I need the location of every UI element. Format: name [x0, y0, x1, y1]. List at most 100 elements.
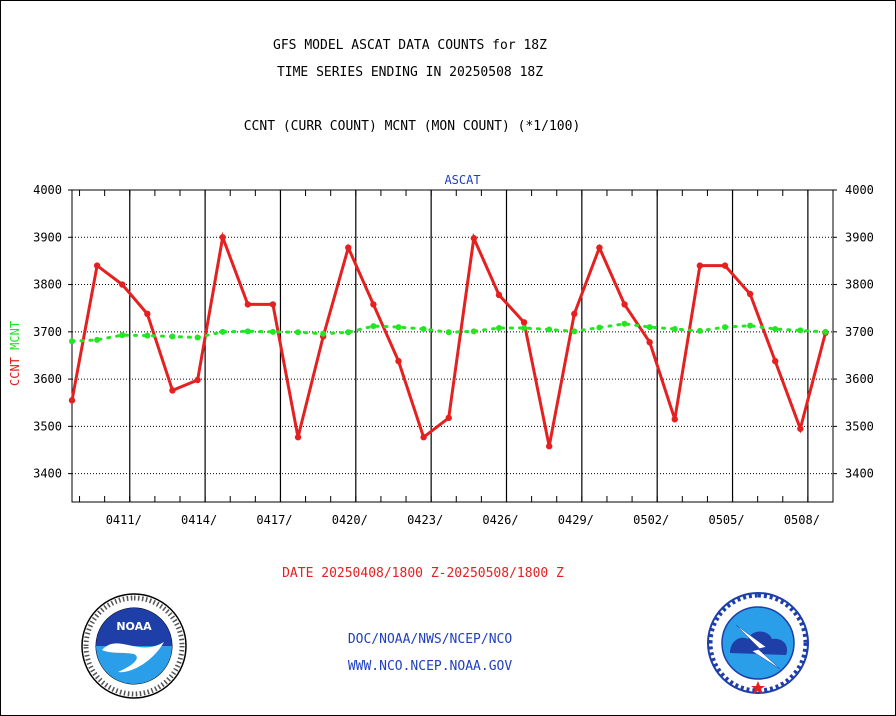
y-tick-label-right: 3800: [845, 278, 874, 292]
data-point-mcnt: [470, 328, 477, 335]
x-tick-label: 0508/: [784, 513, 820, 527]
data-point-mcnt: [395, 324, 402, 331]
data-point-ccnt: [596, 244, 603, 251]
x-tick-label: 0414/: [181, 513, 217, 527]
data-point-mcnt: [797, 327, 804, 334]
date-range-label: DATE 20250408/1800 Z-20250508/1800 Z: [282, 566, 564, 581]
y-axis-label-gap: [8, 350, 22, 357]
data-point-ccnt: [571, 310, 578, 318]
series-layer: [68, 231, 829, 450]
data-point-mcnt: [747, 322, 754, 329]
data-point-mcnt: [696, 327, 703, 334]
data-point-ccnt: [646, 339, 653, 346]
y-axis-label: CCNT MCNT: [8, 321, 22, 386]
y-tick-label-right: 3600: [845, 372, 874, 386]
data-point-mcnt: [94, 336, 101, 343]
data-point-ccnt: [445, 414, 452, 422]
org-path-text: DOC/NOAA/NWS/NCEP/NCO: [347, 632, 513, 647]
data-point-mcnt: [345, 329, 352, 336]
chart-title: GFS MODEL ASCAT DATA COUNTS for 18Z: [273, 38, 547, 53]
data-point-mcnt: [370, 323, 377, 330]
data-point-mcnt: [119, 332, 126, 339]
plot-area-border: [71, 189, 834, 503]
y-tick-label-right: 3400: [845, 467, 874, 481]
data-point-mcnt: [646, 324, 653, 331]
data-point-ccnt: [420, 434, 427, 441]
y-tick-label-left: 3600: [33, 372, 62, 386]
data-point-mcnt: [822, 328, 829, 335]
data-point-ccnt: [269, 301, 277, 308]
data-point-mcnt: [269, 328, 276, 335]
y-axis-label-mcnt: MCNT: [8, 321, 22, 350]
data-point-ccnt: [93, 262, 101, 269]
x-tick-label: 0420/: [332, 513, 368, 527]
data-point-mcnt: [671, 325, 678, 332]
data-point-mcnt: [596, 324, 603, 331]
data-point-ccnt: [68, 397, 76, 404]
y-tick-label-right: 3500: [845, 419, 874, 433]
y-tick-label-right: 3900: [845, 230, 874, 244]
data-point-ccnt: [194, 376, 201, 384]
data-point-ccnt: [545, 443, 553, 450]
data-point-ccnt: [219, 234, 226, 241]
labels-layer: 3400 3400 3500 3500 3600 3600 3700 3700 3800 3800…: [8, 173, 874, 527]
y-tick-label-right: 4000: [845, 183, 874, 197]
data-point-mcnt: [144, 332, 151, 339]
data-point-mcnt: [722, 324, 729, 331]
x-tick-label: 0502/: [633, 513, 669, 527]
data-point-ccnt: [797, 425, 804, 432]
website-link[interactable]: WWW.NCO.NCEP.NOAA.GOV: [347, 659, 513, 674]
data-point-mcnt: [571, 328, 578, 335]
data-point-mcnt: [169, 333, 176, 340]
x-tick-label: 0429/: [558, 513, 594, 527]
x-tick-label: 0423/: [407, 513, 443, 527]
y-tick-label-right: 3700: [845, 325, 874, 339]
svg-text:NOAA: NOAA: [116, 620, 152, 633]
data-point-ccnt: [520, 319, 528, 326]
y-tick-label-left: 3500: [33, 419, 62, 433]
national-weather-service-logo: [707, 592, 809, 694]
data-point-mcnt: [69, 338, 75, 345]
y-tick-label-left: 3700: [33, 325, 62, 339]
grid-layer: [68, 189, 837, 503]
data-point-ccnt: [345, 244, 352, 251]
data-point-ccnt: [671, 416, 678, 423]
chart-description: CCNT (CURR COUNT) MCNT (MON COUNT) (*1/1…: [243, 119, 581, 134]
data-point-ccnt: [772, 357, 779, 365]
x-tick-label: 0411/: [106, 513, 142, 527]
data-point-mcnt: [495, 325, 502, 332]
y-tick-label-left: 3800: [33, 278, 62, 292]
data-point-ccnt: [119, 281, 126, 288]
y-axis-label-ccnt: CCNT: [8, 357, 22, 386]
data-point-ccnt: [395, 357, 402, 365]
noaa-logo: NOAA: [81, 593, 187, 699]
data-point-ccnt: [746, 290, 754, 298]
data-point-mcnt: [772, 325, 779, 332]
data-point-ccnt: [621, 301, 628, 308]
data-point-mcnt: [621, 320, 628, 327]
data-point-mcnt: [445, 329, 452, 336]
data-point-mcnt: [420, 325, 427, 332]
data-point-ccnt: [244, 301, 252, 308]
data-point-mcnt: [546, 326, 553, 333]
panel-label: ASCAT: [444, 173, 480, 187]
data-point-ccnt: [495, 291, 503, 299]
data-point-mcnt: [219, 328, 226, 335]
data-point-ccnt: [370, 301, 377, 308]
data-point-ccnt: [470, 235, 478, 242]
data-point-mcnt: [295, 329, 302, 336]
y-tick-label-left: 4000: [33, 183, 62, 197]
x-tick-label: 0426/: [482, 513, 518, 527]
data-point-mcnt: [194, 334, 201, 341]
data-point-ccnt: [169, 387, 176, 394]
data-point-ccnt: [721, 262, 729, 269]
data-point-ccnt: [696, 262, 704, 269]
x-tick-label: 0505/: [708, 513, 744, 527]
chart-subtitle: TIME SERIES ENDING IN 20250508 18Z: [276, 65, 544, 80]
data-point-mcnt: [244, 328, 251, 335]
data-point-mcnt: [521, 325, 528, 332]
y-tick-label-left: 3400: [33, 467, 62, 481]
data-point-mcnt: [320, 330, 327, 337]
x-tick-label: 0417/: [256, 513, 292, 527]
